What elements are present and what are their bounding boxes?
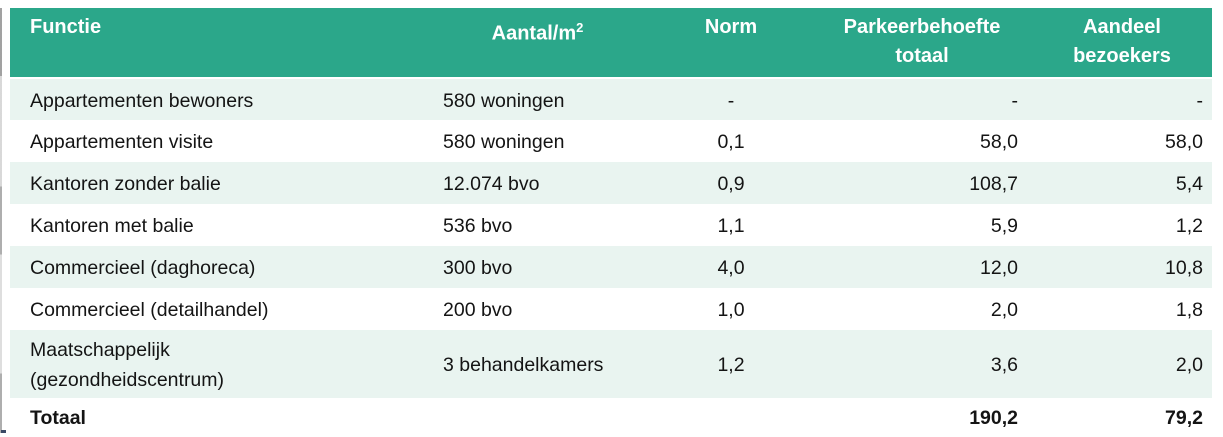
- cell-norm-total: [650, 398, 812, 436]
- cell-parkeerbehoefte: 2,0: [990, 299, 1018, 321]
- column-header-norm: Norm: [650, 8, 812, 79]
- cell-norm: 1,1: [717, 215, 745, 237]
- header-label: Functie: [30, 16, 102, 38]
- cell-aantal: 580 woningen: [425, 78, 650, 120]
- column-header-aantal-m2: Aantal/m2: [425, 8, 650, 79]
- header-row: Functie Aantal/m2 Norm Parkeerbehoefte t…: [10, 8, 1212, 79]
- cell-aandeel: -: [1032, 78, 1212, 120]
- cell-functie: Kantoren met balie: [30, 215, 194, 237]
- cell-aantal: 12.074 bvo: [425, 162, 650, 204]
- header-label-line2: bezoekers: [1073, 45, 1171, 67]
- table-row: Kantoren zonder balie 12.074 bvo 0,9 108…: [10, 162, 1212, 204]
- table-body: Appartementen bewoners 580 woningen - - …: [10, 78, 1212, 436]
- table-row: Appartementen bewoners 580 woningen - - …: [10, 78, 1212, 120]
- cell-norm: 1,2: [650, 330, 812, 398]
- cell-norm: 0,1: [717, 131, 745, 153]
- cell-aantal: 200 bvo: [443, 299, 513, 321]
- cell-norm: -: [650, 78, 812, 120]
- cell-aandeel: 5,4: [1032, 162, 1212, 204]
- cell-aandeel: 1,2: [1175, 215, 1203, 237]
- cell-parkeerbehoefte: 3,6: [812, 330, 1032, 398]
- cell-norm: 1,0: [717, 299, 745, 321]
- header-label-line1: Aandeel: [1083, 16, 1161, 38]
- cell-aandeel-total: 79,2: [1165, 407, 1203, 429]
- table-row: Appartementen visite 580 woningen 0,1 58…: [10, 120, 1212, 162]
- cell-aandeel: 1,8: [1175, 299, 1203, 321]
- cell-aantal: 580 woningen: [443, 131, 565, 153]
- scan-speck-artifact: [1, 430, 6, 433]
- cell-aandeel: 2,0: [1032, 330, 1212, 398]
- table-row: Maatschappelijk (gezondheidscentrum) 3 b…: [10, 330, 1212, 398]
- cell-norm: 0,9: [650, 162, 812, 204]
- table-header: Functie Aantal/m2 Norm Parkeerbehoefte t…: [10, 8, 1212, 79]
- header-label: Aantal/m2: [491, 20, 584, 45]
- table-row: Commercieel (daghoreca) 300 bvo 4,0 12,0…: [10, 246, 1212, 288]
- cell-aandeel: 58,0: [1165, 131, 1203, 153]
- column-header-aandeel-bezoekers: Aandeel bezoekers: [1032, 8, 1212, 79]
- page-edge-artifact: [0, 8, 2, 433]
- cell-aantal-total: [425, 398, 650, 436]
- header-label-line2: totaal: [895, 45, 949, 67]
- cell-functie: Appartementen bewoners: [10, 78, 425, 120]
- header-label: Norm: [704, 16, 758, 38]
- column-header-functie: Functie: [10, 8, 425, 79]
- superscript-2: 2: [576, 20, 584, 35]
- cell-norm: 4,0: [650, 246, 812, 288]
- cell-parkeerbehoefte: 108,7: [812, 162, 1032, 204]
- cell-functie: Commercieel (daghoreca): [10, 246, 425, 288]
- cell-parkeerbehoefte: 58,0: [980, 131, 1018, 153]
- parking-demand-table: Functie Aantal/m2 Norm Parkeerbehoefte t…: [10, 8, 1212, 436]
- column-header-parkeerbehoefte-totaal: Parkeerbehoefte totaal: [812, 8, 1032, 79]
- cell-aandeel: 10,8: [1032, 246, 1212, 288]
- table-row: Commercieel (detailhandel) 200 bvo 1,0 2…: [10, 288, 1212, 330]
- cell-aantal: 300 bvo: [425, 246, 650, 288]
- total-row: Totaal 190,2 79,2: [10, 398, 1212, 436]
- cell-functie: Maatschappelijk (gezondheidscentrum): [10, 330, 425, 398]
- cell-functie: Kantoren zonder balie: [10, 162, 425, 204]
- cell-aantal: 536 bvo: [443, 215, 513, 237]
- table-row: Kantoren met balie 536 bvo 1,1 5,9 1,2: [10, 204, 1212, 246]
- cell-functie: Appartementen visite: [30, 131, 214, 153]
- cell-parkeerbehoefte: -: [812, 78, 1032, 120]
- cell-aantal: 3 behandelkamers: [425, 330, 650, 398]
- header-label-line1: Parkeerbehoefte: [843, 16, 1001, 38]
- cell-functie: Commercieel (detailhandel): [30, 299, 269, 321]
- cell-parkeerbehoefte: 12,0: [812, 246, 1032, 288]
- cell-parkeerbehoefte: 5,9: [990, 215, 1018, 237]
- cell-functie-total: Totaal: [30, 407, 86, 429]
- cell-parkeerbehoefte-total: 190,2: [969, 407, 1018, 429]
